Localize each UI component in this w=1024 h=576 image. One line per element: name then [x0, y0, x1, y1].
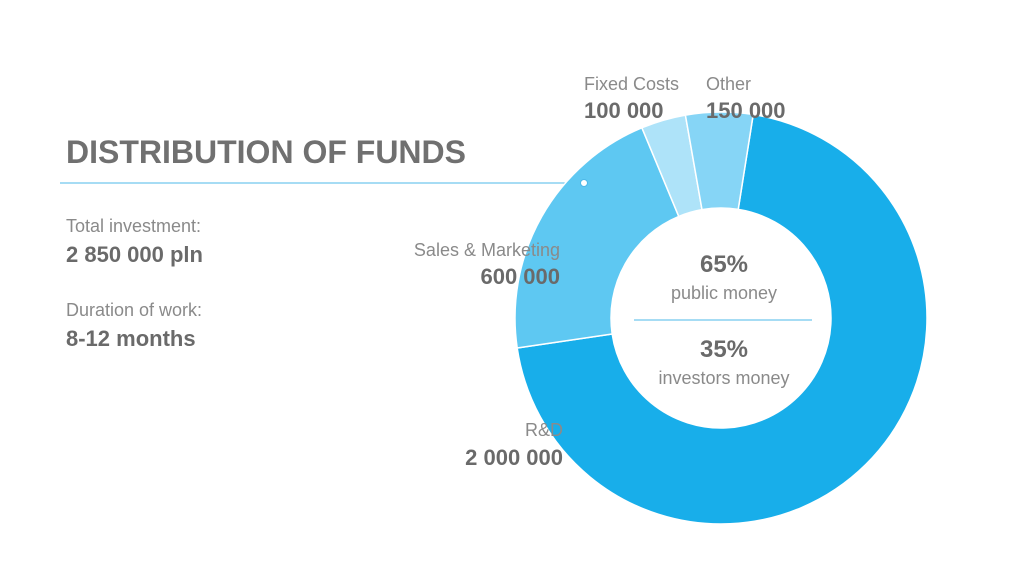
page-title: DISTRIBUTION OF FUNDS — [66, 134, 466, 170]
value-fixed-costs: 100 000 — [584, 98, 664, 123]
total-investment-label: Total investment: — [66, 216, 202, 236]
duration-value: 8-12 months — [66, 326, 196, 351]
label-other: Other — [706, 74, 751, 94]
label-fixed-costs: Fixed Costs — [584, 74, 679, 94]
total-investment-value: 2 850 000 pln — [66, 242, 203, 267]
public-money-percent: 65% — [700, 251, 748, 278]
public-money-label: public money — [671, 283, 777, 303]
investors-money-label: investors money — [658, 368, 789, 388]
donut-segments — [514, 111, 928, 525]
donut-slice-sales-marketing — [514, 126, 680, 349]
value-rd: 2 000 000 — [465, 445, 563, 470]
donut-slice-r-d — [516, 113, 928, 525]
investors-money-percent: 35% — [700, 336, 748, 363]
donut-slice-other — [684, 111, 755, 211]
label-sales-marketing: Sales & Marketing — [414, 240, 560, 260]
segment-labels: Fixed Costs 100 000 Other 150 000 Sales … — [414, 74, 786, 470]
duration-label: Duration of work: — [66, 300, 203, 320]
connector-dot — [580, 179, 588, 187]
value-other: 150 000 — [706, 98, 786, 123]
value-sales-marketing: 600 000 — [480, 264, 560, 289]
label-rd: R&D — [525, 420, 563, 440]
